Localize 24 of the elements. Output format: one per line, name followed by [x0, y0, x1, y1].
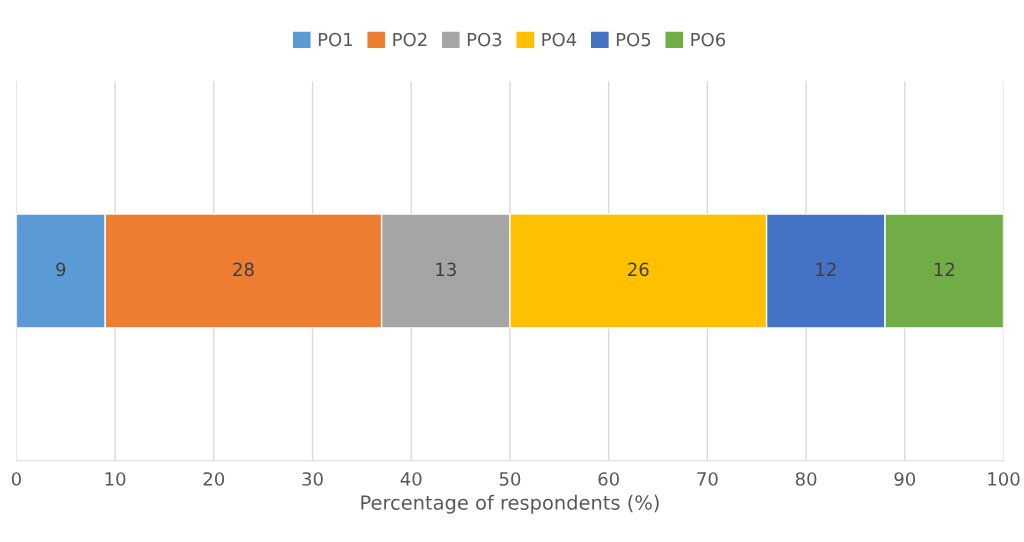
x-tick-label: 100	[988, 472, 1020, 486]
data-label: 13	[436, 262, 456, 277]
x-tick-label: 50	[499, 472, 521, 486]
legend-label: PO3	[467, 32, 502, 47]
x-tick-label: 60	[598, 472, 619, 486]
x-tick-label: 80	[795, 472, 817, 486]
x-axis-title: Percentage of respondents (%)	[361, 494, 659, 514]
legend-label: PO5	[616, 32, 651, 47]
legend-label: PO6	[691, 32, 726, 47]
x-tick-label: 90	[894, 472, 916, 486]
data-label: 26	[628, 262, 649, 277]
legend-label: PO1	[318, 32, 353, 47]
x-tick-label: 20	[203, 472, 225, 486]
data-label: 12	[816, 262, 836, 276]
x-tick-label: 10	[105, 472, 126, 486]
x-tick-label: 40	[400, 472, 422, 486]
x-tick-label: 30	[302, 472, 323, 486]
data-label: 12	[934, 262, 954, 276]
data-label: 28	[233, 262, 254, 277]
data-label: 9	[56, 262, 66, 277]
x-tick-label: 0	[11, 472, 21, 486]
legend-label: PO2	[393, 32, 427, 47]
x-tick-label: 70	[697, 472, 718, 486]
legend-label: PO4	[542, 32, 577, 47]
